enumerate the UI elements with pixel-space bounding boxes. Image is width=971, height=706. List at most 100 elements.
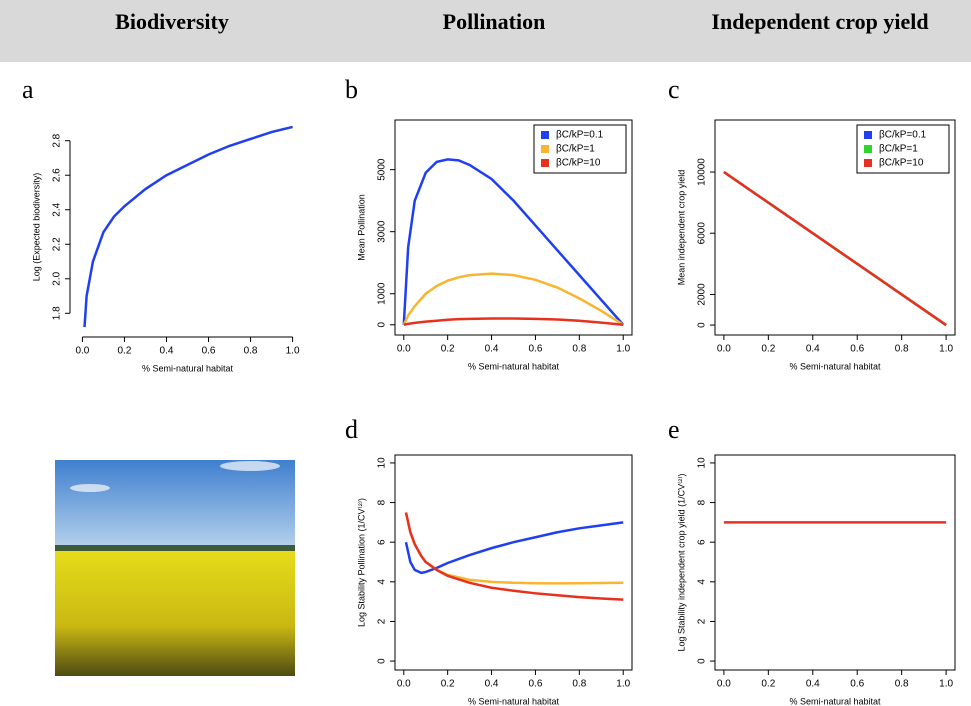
plot-box [714,119,956,336]
x-tick-label: 0.6 [202,346,216,357]
x-tick-label: 1.0 [939,679,953,690]
y-tick-label: 10 [697,457,708,469]
y-tick-label: 6000 [697,222,708,245]
y-tick-label: 2.4 [52,202,63,216]
x-tick-label: 0.2 [761,679,775,690]
x-tick-label: 1.0 [286,346,300,357]
y-tick-label: 3000 [377,220,388,243]
y-axis-label: Log Stability independent crop yield (1/… [676,473,686,651]
x-tick-label: 0.0 [75,346,89,357]
x-tick-label: 0.8 [895,344,909,355]
series-line [404,512,624,601]
plot-box [394,119,633,336]
y-axis-label: Log (Expected biodiversity) [31,173,41,282]
y-tick-label: 6 [377,539,388,545]
legend-label: βC/kP=10 [879,158,924,169]
x-tick-label: 0.8 [895,679,909,690]
legend-swatch [864,131,872,139]
header-band [0,0,971,62]
x-tick-label: 0.6 [850,679,864,690]
legend-box [533,124,627,174]
y-tick-label: 5000 [377,158,388,181]
x-tick-label: 0.4 [160,346,174,357]
x-tick-label: 0.2 [441,344,455,355]
photo [55,460,295,676]
series-line [83,125,293,328]
y-tick-label: 10000 [697,158,708,186]
column-header: Independent crop yield [711,9,928,34]
legend-label: βC/kP=1 [556,144,595,155]
x-tick-label: 1.0 [939,344,953,355]
legend-swatch [864,145,872,153]
y-tick-label: 1.8 [52,306,63,320]
x-tick-label: 0.2 [761,344,775,355]
column-header: Biodiversity [115,9,229,34]
x-axis-label: % Semi-natural habitat [142,363,234,373]
y-tick-label: 8 [377,499,388,505]
y-tick-label: 4 [697,579,708,585]
y-tick-label: 2.0 [52,271,63,285]
legend-label: βC/kP=0.1 [879,130,927,141]
y-tick-label: 0 [697,658,708,664]
x-tick-label: 0.4 [806,344,820,355]
y-tick-label: 2000 [697,283,708,306]
y-tick-label: 0 [377,322,388,328]
y-axis-label: Mean Pollination [356,194,366,261]
panel-label: a [22,75,34,104]
series-line [404,521,624,575]
series-line [402,272,624,326]
y-tick-label: 10 [377,457,388,469]
x-tick-label: 1.0 [616,679,630,690]
y-axis-label: Mean independent crop yield [676,170,686,286]
x-tick-label: 0.0 [717,344,731,355]
y-axis-label: Log Stability Pollination (1/CV⁽²⁾) [356,498,366,627]
series-line [404,512,624,585]
x-axis-label: % Semi-natural habitat [789,361,881,371]
x-tick-label: 0.2 [117,346,131,357]
legend-label: βC/kP=10 [556,158,601,169]
x-axis-label: % Semi-natural habitat [789,696,881,706]
y-tick-label: 2.6 [52,168,63,182]
plot-box [714,454,956,671]
column-header: Pollination [443,9,546,34]
x-tick-label: 0.0 [717,679,731,690]
y-tick-label: 1000 [377,282,388,305]
legend-swatch [541,131,549,139]
y-tick-label: 0 [377,658,388,664]
panel-label: e [668,415,680,444]
x-axis-label: % Semi-natural habitat [468,696,560,706]
y-tick-label: 4 [377,579,388,585]
y-tick-label: 0 [697,322,708,328]
x-tick-label: 0.6 [528,679,542,690]
x-tick-label: 0.4 [485,344,499,355]
y-tick-label: 2.2 [52,237,63,251]
y-tick-label: 2 [697,618,708,624]
x-tick-label: 0.0 [397,344,411,355]
y-tick-label: 6 [697,539,708,545]
series-line [723,170,947,327]
y-tick-label: 8 [697,499,708,505]
series-line [403,317,624,327]
x-tick-label: 0.4 [485,679,499,690]
x-tick-label: 0.8 [244,346,258,357]
plot-box [394,454,633,671]
y-tick-label: 2 [377,618,388,624]
panel-label: b [345,75,358,104]
series-line [402,158,625,326]
legend-swatch [864,159,872,167]
legend-label: βC/kP=1 [879,144,918,155]
x-tick-label: 0.0 [397,679,411,690]
legend-box [856,124,950,174]
x-tick-label: 0.2 [441,679,455,690]
y-tick-label: 2.8 [52,133,63,147]
x-tick-label: 0.6 [528,344,542,355]
x-tick-label: 0.6 [850,344,864,355]
panel-label: d [345,415,358,444]
panel-label: c [668,75,680,104]
legend-label: βC/kP=0.1 [556,130,604,141]
legend-swatch [541,145,549,153]
x-axis-label: % Semi-natural habitat [468,361,560,371]
x-tick-label: 0.8 [572,344,586,355]
x-tick-label: 0.8 [572,679,586,690]
